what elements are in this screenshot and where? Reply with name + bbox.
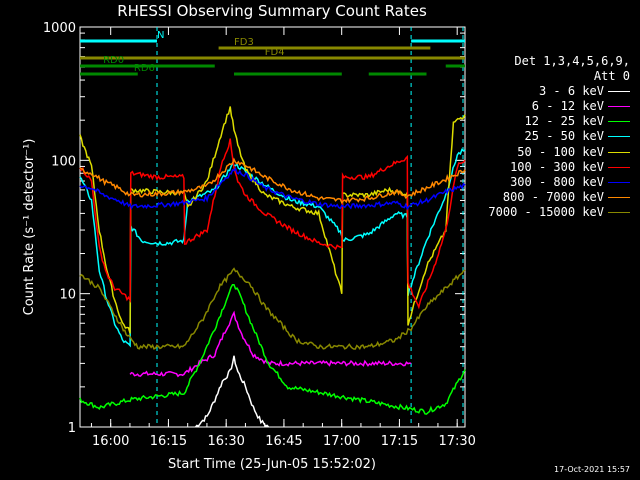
legend-entry: 3 - 6 keV	[488, 84, 630, 99]
legend-entry: 100 - 300 keV	[488, 160, 630, 175]
y-tick-label: 1000	[43, 21, 76, 36]
legend-swatch	[608, 91, 630, 93]
x-tick-label: 16:30	[207, 434, 244, 449]
legend-swatch	[608, 166, 630, 168]
y-tick-label: 1	[68, 421, 76, 436]
status-bar-label: RD6	[134, 63, 155, 74]
legend-entry-label: 50 - 100 keV	[517, 144, 604, 159]
status-bar-label: FD4	[265, 47, 285, 58]
series-line-12-25-kev	[79, 283, 466, 415]
x-tick-label: 16:45	[265, 434, 302, 449]
legend-entry-label: 3 - 6 keV	[538, 84, 604, 99]
series-line-25-50-kev	[79, 148, 466, 348]
legend-entry-label: 300 - 800 keV	[510, 174, 604, 189]
x-tick-label: 17:30	[438, 434, 475, 449]
legend-entry: 7000 - 15000 keV	[488, 205, 630, 220]
legend-entry-label: 800 - 7000 keV	[502, 189, 604, 204]
legend-entry: 12 - 25 keV	[488, 114, 630, 129]
x-tick-label: 16:00	[92, 434, 129, 449]
x-tick-label: 16:15	[150, 434, 187, 449]
legend-entry: 25 - 50 keV	[488, 129, 630, 144]
status-bar-label: N	[157, 30, 164, 41]
series-line-800-7000-kev	[79, 157, 466, 205]
x-axis-label: Start Time (25-Jun-05 15:52:02)	[168, 457, 376, 472]
x-tick-label: 17:15	[381, 434, 418, 449]
legend-swatch	[608, 196, 630, 198]
y-axis-label: Count Rate (s⁻¹ detector⁻¹)	[22, 139, 37, 316]
legend-swatch	[608, 181, 630, 183]
legend-swatch	[608, 211, 630, 213]
x-tick-label: 17:00	[323, 434, 360, 449]
chart-legend: Det 1,3,4,5,6,9, Att 0 3 - 6 keV 6 - 12 k…	[488, 54, 630, 220]
status-bar-label: RD0	[103, 55, 124, 66]
legend-swatch	[608, 121, 630, 123]
legend-swatch	[608, 136, 630, 138]
footer-timestamp: 17-Oct-2021 15:57	[554, 465, 630, 474]
y-tick-label: 100	[51, 154, 76, 169]
legend-entry-label: 25 - 50 keV	[524, 129, 604, 144]
series-line-7000-15000-kev	[79, 267, 466, 350]
legend-header-detectors: Det 1,3,4,5,6,9,	[514, 54, 630, 68]
legend-entry-label: 100 - 300 keV	[510, 159, 604, 174]
series-line-6-12-kev	[129, 310, 412, 378]
series-line-3-6-kev	[194, 355, 270, 428]
series-line-300-800-kev	[79, 166, 466, 211]
chart-title: RHESSI Observing Summary Count Rates	[117, 2, 427, 20]
legend-entry-label: 6 - 12 keV	[531, 99, 604, 114]
plot-area-frame	[79, 26, 466, 428]
legend-header-attenuator: Att 0	[593, 69, 630, 84]
legend-entry: 50 - 100 keV	[488, 145, 630, 160]
legend-swatch	[608, 106, 630, 108]
legend-swatch	[608, 151, 630, 153]
series-line-50-100-kev	[79, 106, 466, 334]
legend-entry: 800 - 7000 keV	[488, 190, 630, 205]
y-tick-label: 10	[59, 288, 76, 303]
legend-entry-label: 12 - 25 keV	[524, 114, 604, 129]
legend-entry: 300 - 800 keV	[488, 175, 630, 190]
status-bar-label: FD3	[234, 37, 254, 48]
legend-entry: 6 - 12 keV	[488, 99, 630, 114]
series-line-100-300-kev	[79, 138, 466, 310]
legend-entry-label: 7000 - 15000 keV	[488, 204, 604, 219]
